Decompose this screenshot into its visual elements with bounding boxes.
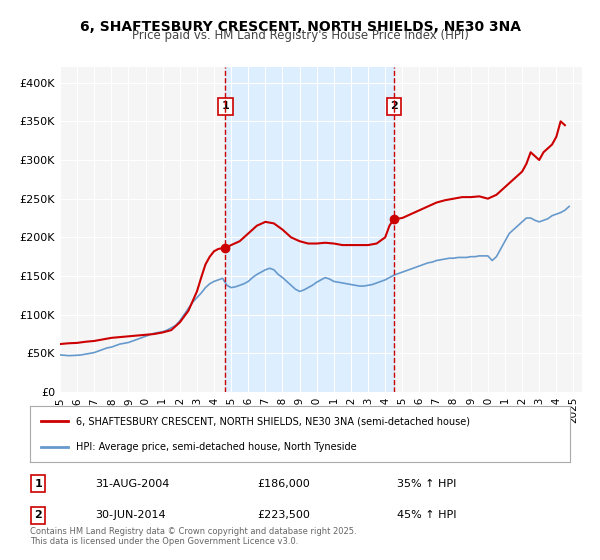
Bar bbox=[226, 67, 394, 392]
Text: 31-AUG-2004: 31-AUG-2004 bbox=[95, 479, 169, 489]
Text: 30-JUN-2014: 30-JUN-2014 bbox=[95, 510, 166, 520]
Text: 45% ↑ HPI: 45% ↑ HPI bbox=[397, 510, 457, 520]
Text: Price paid vs. HM Land Registry's House Price Index (HPI): Price paid vs. HM Land Registry's House … bbox=[131, 29, 469, 42]
Text: 35% ↑ HPI: 35% ↑ HPI bbox=[397, 479, 457, 489]
Text: 1: 1 bbox=[221, 101, 229, 111]
Text: £223,500: £223,500 bbox=[257, 510, 310, 520]
Text: 1: 1 bbox=[34, 479, 42, 489]
Text: HPI: Average price, semi-detached house, North Tyneside: HPI: Average price, semi-detached house,… bbox=[76, 442, 356, 452]
Text: 2: 2 bbox=[34, 510, 42, 520]
Text: Contains HM Land Registry data © Crown copyright and database right 2025.
This d: Contains HM Land Registry data © Crown c… bbox=[30, 526, 356, 546]
Text: 6, SHAFTESBURY CRESCENT, NORTH SHIELDS, NE30 3NA: 6, SHAFTESBURY CRESCENT, NORTH SHIELDS, … bbox=[79, 20, 521, 34]
Text: £186,000: £186,000 bbox=[257, 479, 310, 489]
Text: 2: 2 bbox=[390, 101, 398, 111]
Text: 6, SHAFTESBURY CRESCENT, NORTH SHIELDS, NE30 3NA (semi-detached house): 6, SHAFTESBURY CRESCENT, NORTH SHIELDS, … bbox=[76, 416, 470, 426]
